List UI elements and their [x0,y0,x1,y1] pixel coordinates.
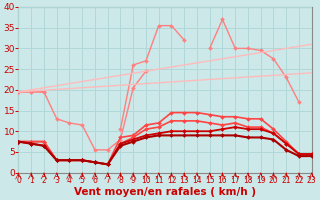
X-axis label: Vent moyen/en rafales ( km/h ): Vent moyen/en rafales ( km/h ) [74,187,256,197]
